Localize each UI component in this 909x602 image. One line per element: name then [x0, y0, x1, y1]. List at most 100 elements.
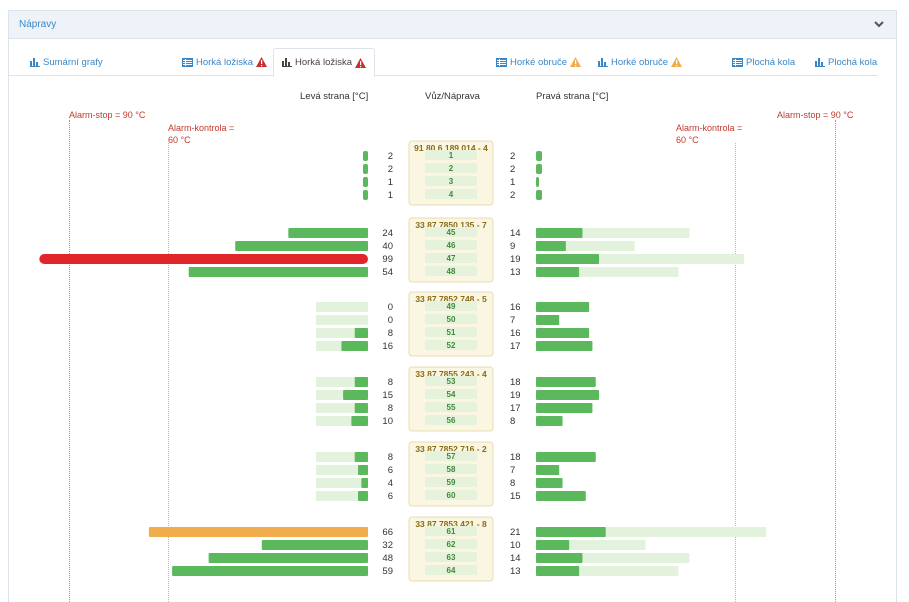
left-temperature-value: 59: [382, 566, 393, 577]
warning-red-icon: [256, 57, 268, 67]
alarm-stop-right-line: [835, 120, 836, 602]
table-icon: [732, 57, 743, 67]
right-temperature-value: 19: [510, 254, 521, 265]
axle-pill: [425, 376, 477, 386]
left-temperature-bar: [363, 190, 368, 200]
right-temperature-value: 7: [510, 465, 515, 476]
right-temperature-value: 17: [510, 341, 521, 352]
right-temperature-value: 16: [510, 328, 521, 339]
left-temperature-value: 8: [388, 328, 393, 339]
left-temperature-value: 24: [382, 228, 393, 239]
tab-label: Plochá kola: [828, 56, 878, 68]
axle-pill: [425, 314, 477, 324]
left-temperature-bar: [288, 228, 368, 238]
left-track-bar: [316, 416, 368, 426]
left-temperature-value: 0: [388, 315, 393, 326]
tab-hot-rims-table[interactable]: Horké obruče: [496, 48, 582, 76]
wagon-id: 33 87 7850 135 - 7: [415, 220, 487, 230]
left-temperature-bar: [363, 164, 368, 174]
left-temperature-value: 2: [388, 164, 393, 175]
tab-flat-wheels-chart[interactable]: Plochá kola: [815, 48, 877, 76]
left-temperature-bar: [358, 491, 368, 501]
tab-bar: Sumární grafy Horká ložiska Horká ložisk…: [8, 40, 878, 77]
axle-number: 52: [447, 341, 456, 350]
right-temperature-bar: [536, 254, 600, 264]
tab-label: Plochá kola: [746, 56, 796, 68]
axle-number: 2: [449, 164, 454, 173]
panel-header[interactable]: Nápravy: [9, 11, 896, 39]
axle-pill: [425, 490, 477, 500]
right-temperature-value: 17: [510, 403, 521, 414]
left-temperature-bar: [354, 452, 368, 462]
left-temperature-bar: [361, 478, 368, 488]
left-temperature-bar: [363, 151, 368, 161]
right-temperature-bar: [536, 315, 560, 325]
bar-chart-icon: [815, 57, 825, 67]
wagon-id: 91 80 6 189 014 - 4: [414, 143, 488, 153]
right-temperature-bar: [536, 241, 566, 251]
alarm-kontrola-right-line: [735, 143, 736, 602]
axle-pill: [425, 163, 477, 173]
left-temperature-value: 54: [382, 267, 393, 278]
alarm-kontrola-left-line1: Alarm-kontrola =: [168, 123, 235, 133]
axle-number: 48: [447, 267, 456, 276]
axle-number: 45: [447, 228, 456, 237]
tab-hot-bearings-chart[interactable]: Horká ložiska: [273, 48, 376, 77]
wagon-id: 33 87 7855 243 - 4: [415, 369, 487, 379]
right-temperature-value: 19: [510, 390, 521, 401]
right-temperature-bar: [536, 302, 590, 312]
right-temperature-bar: [536, 267, 580, 277]
left-temperature-bar: [354, 328, 368, 338]
panel-title: Nápravy: [19, 19, 57, 30]
axle-number: 49: [447, 302, 456, 311]
right-temperature-value: 14: [510, 228, 521, 239]
axle-number: 63: [447, 553, 456, 562]
right-temperature-bar: [536, 416, 563, 426]
left-track-bar: [316, 315, 368, 325]
left-temperature-value: 99: [382, 254, 393, 265]
bar-chart-icon: [598, 57, 608, 67]
left-temperature-bar: [235, 241, 368, 251]
right-track-bar: [536, 553, 690, 563]
axle-number: 60: [447, 491, 456, 500]
axle-pill: [425, 189, 477, 199]
right-temperature-value: 13: [510, 566, 521, 577]
left-temperature-value: 8: [388, 403, 393, 414]
right-temperature-value: 8: [510, 478, 515, 489]
tab-hot-rims-chart[interactable]: Horké obruče: [598, 48, 683, 76]
tab-hot-bearings-table[interactable]: Horká ložiska: [182, 48, 268, 76]
right-track-bar: [536, 254, 745, 264]
right-temperature-value: 15: [510, 491, 521, 502]
left-track-bar: [316, 328, 368, 338]
right-temperature-bar: [536, 177, 539, 187]
right-temperature-value: 18: [510, 452, 521, 463]
right-temperature-value: 2: [510, 190, 515, 201]
left-temperature-value: 8: [388, 377, 393, 388]
left-temperature-value: 15: [382, 390, 393, 401]
right-temperature-value: 7: [510, 315, 515, 326]
alarm-kontrola-right-line1: Alarm-kontrola =: [676, 123, 743, 133]
bar-chart-icon: [30, 57, 40, 67]
axle-pill: [425, 451, 477, 461]
alarm-kontrola-left-line: [168, 143, 169, 602]
axle-pill: [425, 526, 477, 536]
axle-pill: [425, 253, 477, 263]
tab-summary-charts[interactable]: Sumární grafy: [30, 48, 103, 76]
chevron-down-icon[interactable]: [872, 17, 886, 31]
left-temperature-value: 10: [382, 416, 393, 427]
right-temperature-value: 14: [510, 553, 521, 564]
axle-number: 55: [447, 403, 456, 412]
left-temperature-value: 16: [382, 341, 393, 352]
alarm-kontrola-left-label: Alarm-kontrola = 60 °C: [168, 122, 234, 146]
axle-number: 3: [449, 177, 454, 186]
axle-number: 64: [447, 566, 456, 575]
tab-flat-wheels-table[interactable]: Plochá kola: [732, 48, 795, 76]
right-temperature-bar: [536, 478, 563, 488]
axle-pill: [425, 327, 477, 337]
left-temperature-value: 0: [388, 302, 393, 313]
right-temperature-bar: [536, 491, 586, 501]
axle-number: 59: [447, 478, 456, 487]
left-temperature-bar: [351, 416, 368, 426]
right-temperature-bar: [536, 341, 593, 351]
